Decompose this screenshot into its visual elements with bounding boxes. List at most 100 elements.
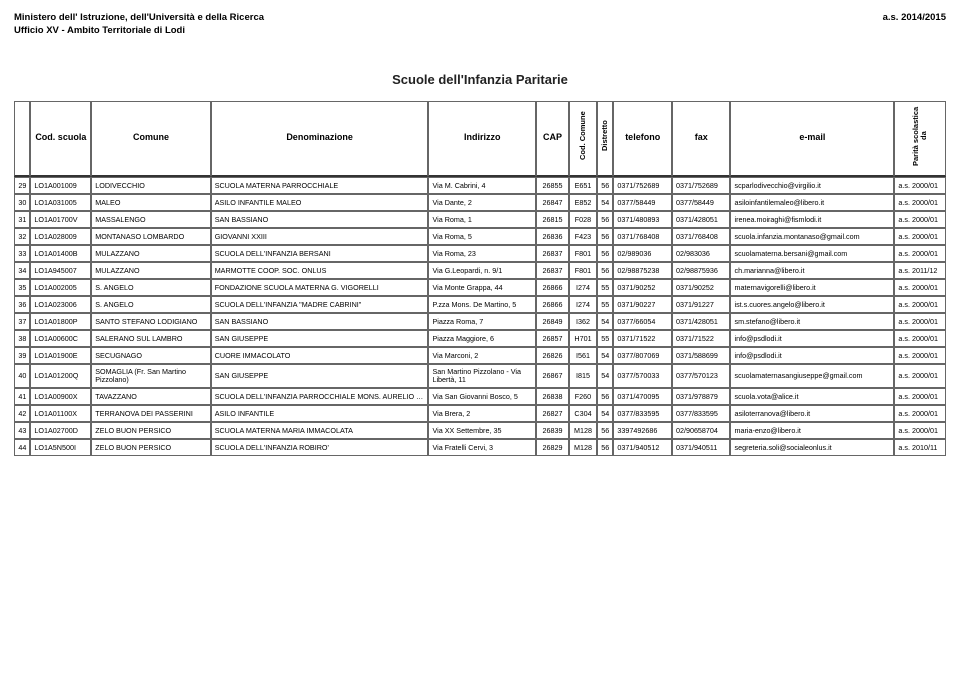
col-denominazione: Denominazione: [211, 101, 429, 177]
cell-email: info@psdlodi.it: [730, 330, 894, 347]
cell-cod: LO1A028009: [30, 228, 91, 245]
cell-indir: Piazza Maggiore, 6: [428, 330, 536, 347]
cell-denom: SAN BASSIANO: [211, 313, 429, 330]
cell-codcomune: F260: [569, 388, 597, 405]
col-rownum: [14, 101, 30, 177]
cell-denom: SAN BASSIANO: [211, 211, 429, 228]
cell-cap: 26867: [536, 364, 569, 389]
cell-email: scuolamaterna.bersani@gmail.com: [730, 245, 894, 262]
cell-rownum: 37: [14, 313, 30, 330]
col-distretto: Distretto: [597, 101, 613, 177]
cell-cod: LO1A023006: [30, 296, 91, 313]
cell-parita: a.s. 2000/01: [894, 296, 946, 313]
cell-codcomune: M128: [569, 439, 597, 456]
cell-distretto: 56: [597, 211, 613, 228]
cell-codcomune: H701: [569, 330, 597, 347]
table-row: 39LO1A01900ESECUGNAGOCUORE IMMACOLATOVia…: [14, 347, 946, 364]
cell-comune: MALEO: [91, 194, 210, 211]
cell-fax: 0371/90252: [672, 279, 731, 296]
cell-tel: 0377/66054: [613, 313, 672, 330]
table-row: 37LO1A01800PSANTO STEFANO LODIGIANOSAN B…: [14, 313, 946, 330]
cell-fax: 0371/940511: [672, 439, 731, 456]
cell-cap: 26838: [536, 388, 569, 405]
cell-parita: a.s. 2000/01: [894, 177, 946, 194]
cell-fax: 0371/752689: [672, 177, 731, 194]
cell-distretto: 56: [597, 245, 613, 262]
cell-parita: a.s. 2000/01: [894, 364, 946, 389]
table-row: 30LO1A031005MALEOASILO INFANTILE MALEOVi…: [14, 194, 946, 211]
cell-parita: a.s. 2000/01: [894, 388, 946, 405]
col-cod-scuola: Cod. scuola: [30, 101, 91, 177]
cell-distretto: 55: [597, 279, 613, 296]
cell-parita: a.s. 2000/01: [894, 279, 946, 296]
cell-distretto: 56: [597, 422, 613, 439]
cell-rownum: 30: [14, 194, 30, 211]
cell-denom: SCUOLA MATERNA PARROCCHIALE: [211, 177, 429, 194]
cell-tel: 0377/58449: [613, 194, 672, 211]
cell-cod: LO1A031005: [30, 194, 91, 211]
cell-indir: San Martino Pizzolano - Via Libertà, 11: [428, 364, 536, 389]
table-row: 32LO1A028009MONTANASO LOMBARDOGIOVANNI X…: [14, 228, 946, 245]
cell-distretto: 55: [597, 330, 613, 347]
cell-codcomune: C304: [569, 405, 597, 422]
cell-email: asiloterranova@libero.it: [730, 405, 894, 422]
cell-denom: ASILO INFANTILE: [211, 405, 429, 422]
table-row: 29LO1A001009LODIVECCHIOSCUOLA MATERNA PA…: [14, 177, 946, 194]
cell-email: maternavigorelli@libero.it: [730, 279, 894, 296]
cell-rownum: 44: [14, 439, 30, 456]
cell-parita: a.s. 2000/01: [894, 405, 946, 422]
table-row: 33LO1A01400BMULAZZANOSCUOLA DELL'INFANZI…: [14, 245, 946, 262]
cell-tel: 0377/833595: [613, 405, 672, 422]
cell-comune: SALERANO SUL LAMBRO: [91, 330, 210, 347]
cell-codcomune: I815: [569, 364, 597, 389]
cell-fax: 02/90658704: [672, 422, 731, 439]
cell-fax: 02/983036: [672, 245, 731, 262]
table-row: 38LO1A00600CSALERANO SUL LAMBROSAN GIUSE…: [14, 330, 946, 347]
cell-email: ch.marianna@libero.it: [730, 262, 894, 279]
cell-tel: 0371/90252: [613, 279, 672, 296]
cell-comune: ZELO BUON PERSICO: [91, 439, 210, 456]
cell-parita: a.s. 2011/12: [894, 262, 946, 279]
cell-rownum: 36: [14, 296, 30, 313]
cell-codcomune: I362: [569, 313, 597, 330]
cell-cod: LO1A01200Q: [30, 364, 91, 389]
cell-indir: Via Roma, 1: [428, 211, 536, 228]
cell-cod: LO1A001009: [30, 177, 91, 194]
cell-distretto: 56: [597, 228, 613, 245]
table-row: 41LO1A00900XTAVAZZANOSCUOLA DELL'INFANZI…: [14, 388, 946, 405]
col-cod-comune: Cod. Comune: [569, 101, 597, 177]
table-row: 44LO1A5N500IZELO BUON PERSICOSCUOLA DELL…: [14, 439, 946, 456]
cell-denom: SCUOLA DELL'INFANZIA PARROCCHIALE MONS. …: [211, 388, 429, 405]
cell-cap: 26837: [536, 245, 569, 262]
cell-codcomune: F423: [569, 228, 597, 245]
col-email: e-mail: [730, 101, 894, 177]
cell-tel: 02/989036: [613, 245, 672, 262]
cell-distretto: 54: [597, 364, 613, 389]
office-name: Ufficio XV - Ambito Territoriale di Lodi: [14, 25, 946, 38]
cell-email: asiloinfantilemaleo@libero.it: [730, 194, 894, 211]
cell-email: scuolamaternasangiuseppe@gmail.com: [730, 364, 894, 389]
cell-denom: SAN GIUSEPPE: [211, 364, 429, 389]
cell-denom: MARMOTTE COOP. SOC. ONLUS: [211, 262, 429, 279]
cell-cap: 26826: [536, 347, 569, 364]
cell-fax: 0377/833595: [672, 405, 731, 422]
col-parita: Parità scolastica da: [894, 101, 946, 177]
cell-tel: 3397492686: [613, 422, 672, 439]
cell-tel: 0371/752689: [613, 177, 672, 194]
cell-rownum: 32: [14, 228, 30, 245]
cell-email: segreteria.soli@socialeonlus.it: [730, 439, 894, 456]
cell-comune: TERRANOVA DEI PASSERINI: [91, 405, 210, 422]
cell-cap: 26836: [536, 228, 569, 245]
cell-cod: LO1A00600C: [30, 330, 91, 347]
cell-comune: TAVAZZANO: [91, 388, 210, 405]
cell-fax: 0377/58449: [672, 194, 731, 211]
cell-parita: a.s. 2000/01: [894, 422, 946, 439]
col-telefono: telefono: [613, 101, 672, 177]
cell-tel: 02/98875238: [613, 262, 672, 279]
cell-distretto: 56: [597, 439, 613, 456]
cell-distretto: 54: [597, 347, 613, 364]
cell-parita: a.s. 2000/01: [894, 228, 946, 245]
cell-rownum: 31: [14, 211, 30, 228]
cell-indir: Via Roma, 23: [428, 245, 536, 262]
cell-rownum: 40: [14, 364, 30, 389]
